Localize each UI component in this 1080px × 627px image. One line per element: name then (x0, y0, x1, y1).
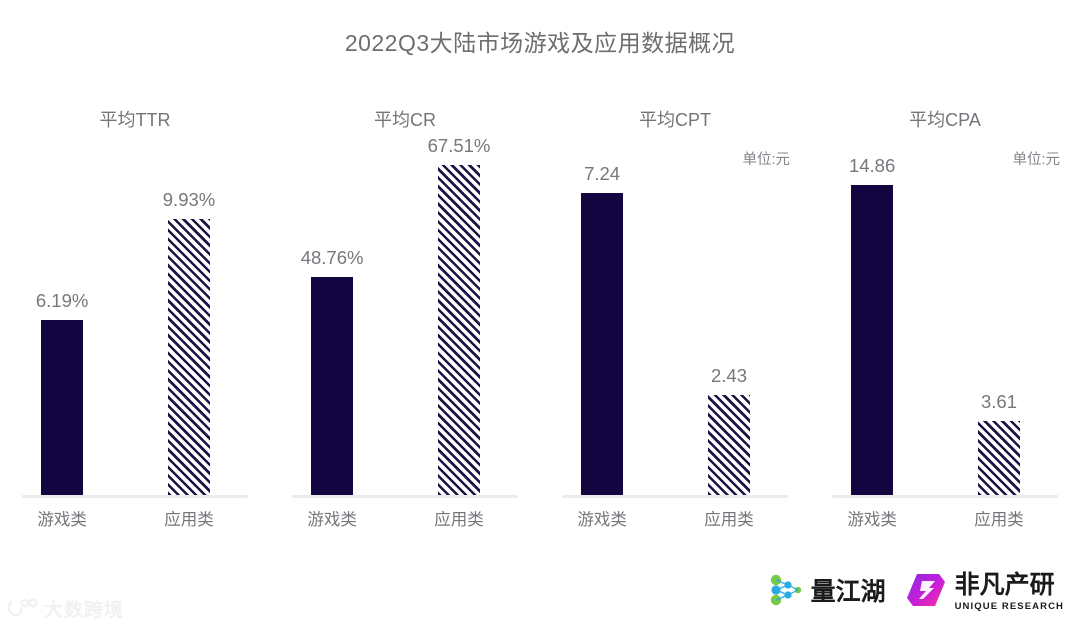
bar-games[interactable] (851, 185, 894, 495)
panel-average-ttr: 平均TTR 6.19% 9.93% 游戏类 应用类 (0, 96, 270, 546)
panel-average-cpt: 平均CPT 单位:元 7.24 2.43 游戏类 应用类 (540, 96, 810, 546)
panel-unit-label: 单位:元 (1012, 152, 1060, 168)
logo-text-feifanchanyan: 非凡产研 (954, 571, 1055, 600)
bar-games[interactable] (581, 193, 624, 495)
x-label-games: 游戏类 (37, 511, 87, 529)
hexagon-icon (906, 572, 946, 613)
watermark-text: 大数跨境 (44, 600, 125, 621)
plot-area: 14.86 3.61 (810, 96, 1080, 498)
logo-text-liangjianghu: 量江湖 (810, 578, 886, 606)
bar-apps[interactable] (978, 421, 1020, 495)
bar-apps[interactable] (438, 165, 480, 495)
x-label-games: 游戏类 (847, 511, 897, 529)
x-label-games: 游戏类 (307, 511, 357, 529)
bar-apps[interactable] (168, 219, 210, 495)
logo-text-block: 非凡产研 UNIQUE RESEARCH (955, 573, 1064, 612)
axis-baseline (831, 495, 1059, 498)
panel-average-cr: 平均CR 48.76% 67.51% 游戏类 应用类 (270, 96, 540, 546)
x-label-apps: 应用类 (164, 511, 214, 529)
bar-value-label: 67.51% (427, 135, 491, 156)
logo-unique-research: 非凡产研 UNIQUE RESEARCH (906, 572, 1064, 613)
bar-value-label: 7.24 (584, 163, 621, 184)
x-label-apps: 应用类 (704, 511, 754, 529)
bar-value-label: 6.19% (35, 290, 89, 311)
bar-games[interactable] (41, 320, 84, 495)
bar-apps[interactable] (708, 395, 750, 495)
paw-icon (7, 598, 38, 623)
x-axis-labels: 游戏类 应用类 (0, 506, 270, 536)
x-label-games: 游戏类 (577, 511, 627, 529)
panel-title: 平均CPA (909, 110, 981, 130)
watermark: 大数跨境 (7, 598, 125, 623)
footer-logos: 量江湖 非凡产研 UNIQUE RESEARCH (768, 572, 1064, 613)
molecule-icon (768, 574, 802, 611)
bar-value-label: 9.93% (162, 189, 216, 210)
logo-subtitle-unique-research: UNIQUE RESEARCH (954, 601, 1064, 613)
panel-title: 平均CPT (639, 110, 711, 130)
page-title: 2022Q3大陆市场游戏及应用数据概况 (344, 30, 736, 56)
bar-value-label: 3.61 (980, 391, 1018, 412)
x-axis-labels: 游戏类 应用类 (810, 506, 1080, 536)
logo-liangjianghu: 量江湖 (768, 574, 886, 611)
axis-baseline (561, 495, 789, 498)
axis-baseline (21, 495, 249, 498)
panel-title: 平均CR (374, 110, 436, 130)
chart-panels: 平均TTR 6.19% 9.93% 游戏类 应用类 平均CR 48.76% (0, 96, 1080, 546)
x-label-apps: 应用类 (434, 511, 484, 529)
bar-value-label: 48.76% (300, 247, 364, 268)
bar-value-label: 14.86 (848, 155, 896, 176)
x-axis-labels: 游戏类 应用类 (270, 506, 540, 536)
bar-value-label: 2.43 (710, 365, 748, 386)
plot-area: 7.24 2.43 (540, 96, 810, 498)
plot-area: 48.76% 67.51% (270, 96, 540, 498)
bar-games[interactable] (311, 277, 354, 495)
axis-baseline (291, 495, 519, 498)
plot-area: 6.19% 9.93% (0, 96, 270, 498)
panel-average-cpa: 平均CPA 单位:元 14.86 3.61 游戏类 应用类 (810, 96, 1080, 546)
panel-unit-label: 单位:元 (742, 152, 790, 168)
x-label-apps: 应用类 (974, 511, 1024, 529)
panel-title: 平均TTR (99, 110, 171, 130)
x-axis-labels: 游戏类 应用类 (540, 506, 810, 536)
